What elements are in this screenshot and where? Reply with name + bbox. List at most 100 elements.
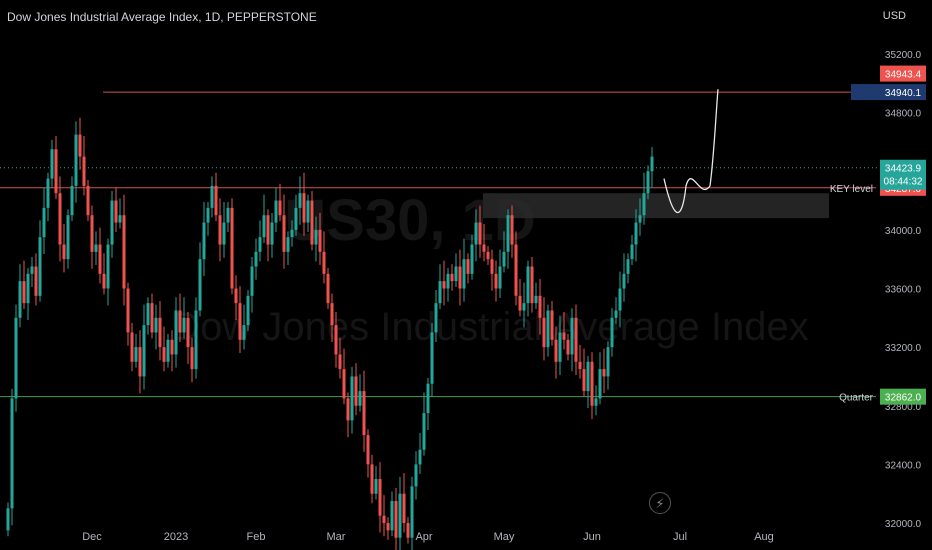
candle-body xyxy=(54,149,58,194)
y-tick-label: 32800.0 xyxy=(885,402,922,413)
candle-body xyxy=(298,193,302,208)
candle-body xyxy=(150,303,154,333)
candle-body xyxy=(94,244,98,252)
candle-body xyxy=(326,273,330,304)
candle-body xyxy=(494,273,498,289)
candle-body xyxy=(442,281,446,289)
candle-body xyxy=(574,317,578,362)
candle-body xyxy=(594,398,598,406)
candle-body xyxy=(302,193,306,223)
candle-body xyxy=(378,479,382,516)
candle-body xyxy=(470,244,474,274)
x-tick-label: May xyxy=(494,531,515,543)
lightning-icon[interactable]: ⚡ xyxy=(649,492,671,514)
candle-body xyxy=(166,339,170,362)
x-tick-label: Jul xyxy=(673,531,687,543)
candle-body xyxy=(506,215,510,252)
candle-body xyxy=(406,523,410,538)
candle-body xyxy=(10,398,14,509)
candle-body xyxy=(622,273,626,289)
candle-body xyxy=(562,332,566,340)
last-price-value: 34423.9 xyxy=(885,164,922,175)
candle-body xyxy=(518,295,522,311)
candle-body xyxy=(270,222,274,245)
x-tick-label: 2023 xyxy=(164,531,188,543)
candle-body xyxy=(38,237,42,296)
candle-body xyxy=(118,215,122,223)
candle-body xyxy=(114,200,118,223)
candle-body xyxy=(554,339,558,362)
candle-body xyxy=(598,369,602,399)
candle-body xyxy=(106,244,110,289)
candle-body xyxy=(322,251,326,274)
candle-body xyxy=(234,288,238,304)
candle-body xyxy=(6,508,10,531)
candle-body xyxy=(558,332,562,362)
candle-body xyxy=(642,193,646,216)
candle-body xyxy=(490,259,494,274)
candle-body xyxy=(142,325,146,377)
candle-body xyxy=(514,244,518,296)
y-tick-label: 34800.0 xyxy=(885,109,922,120)
candle-body xyxy=(386,523,390,531)
candle-body xyxy=(602,369,606,377)
candle-body xyxy=(110,200,114,245)
candle-body xyxy=(134,347,138,362)
candle-body xyxy=(474,222,478,245)
candle-body xyxy=(138,347,142,377)
candle-body xyxy=(182,317,186,333)
candle-body xyxy=(130,332,134,362)
candle-body xyxy=(374,479,378,494)
candle-body xyxy=(98,244,102,274)
candle-body xyxy=(274,200,278,223)
candle-body xyxy=(486,251,490,260)
candle-body xyxy=(634,222,638,245)
candle-body xyxy=(238,303,242,340)
level-label: Quarter xyxy=(839,393,874,404)
high-mark-bg xyxy=(880,65,926,82)
candle-body xyxy=(586,361,590,392)
candle-body xyxy=(462,259,466,289)
candle-body xyxy=(158,317,162,348)
candle-body xyxy=(438,281,442,304)
candle-body xyxy=(590,361,594,406)
x-tick-label: Aug xyxy=(754,531,774,543)
level-label: KEY level xyxy=(830,184,873,195)
candle-body xyxy=(510,215,514,245)
candle-body xyxy=(282,215,286,252)
x-tick-label: Feb xyxy=(247,531,266,543)
candle-body xyxy=(290,229,294,238)
candle-body xyxy=(646,171,650,194)
candle-body xyxy=(66,215,70,260)
candle-body xyxy=(338,354,342,370)
candle-body xyxy=(354,376,358,406)
candle-body xyxy=(206,207,210,223)
countdown: 08:44:32 xyxy=(884,177,923,188)
candle-body xyxy=(546,310,550,348)
chart-title: Dow Jones Industrial Average Index, 1D, … xyxy=(7,10,317,24)
price-tag-bg xyxy=(880,388,926,405)
candle-body xyxy=(534,295,538,304)
candle-body xyxy=(614,310,618,318)
candle-body xyxy=(502,251,506,267)
candle-body xyxy=(154,317,158,333)
candle-body xyxy=(650,156,654,172)
candle-body xyxy=(350,376,354,421)
candle-body xyxy=(230,207,234,289)
candle-body xyxy=(242,325,246,340)
candle-body xyxy=(218,215,222,245)
x-tick-label: Jun xyxy=(583,531,601,543)
candle-body xyxy=(542,317,546,348)
candle-body xyxy=(570,317,574,355)
candle-body xyxy=(246,295,250,326)
candle-body xyxy=(314,229,318,245)
candle-body xyxy=(50,149,54,179)
candle-body xyxy=(58,193,62,245)
candle-body xyxy=(398,493,402,538)
candle-body xyxy=(46,178,50,208)
candle-body xyxy=(522,303,526,311)
candle-body xyxy=(526,266,530,304)
candle-body xyxy=(366,435,370,465)
candle-body xyxy=(146,303,150,326)
